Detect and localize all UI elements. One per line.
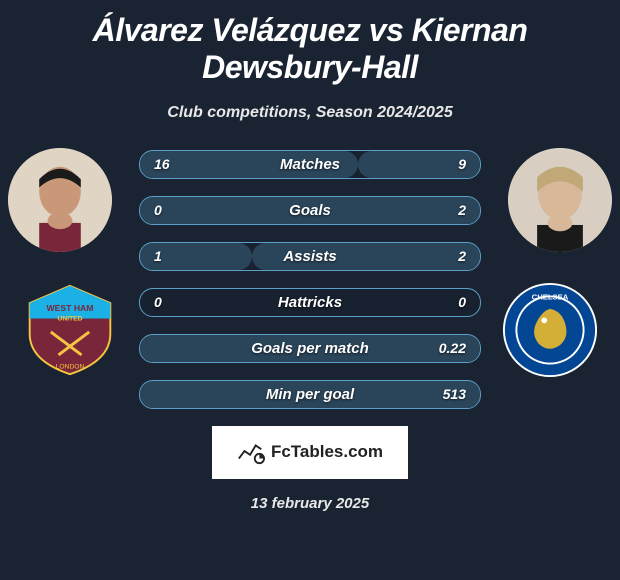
brand-box[interactable]: FcTables.com xyxy=(212,426,408,479)
svg-text:CHELSEA: CHELSEA xyxy=(532,292,569,301)
stat-row: 0 Goals 2 xyxy=(139,196,481,225)
stat-label: Matches xyxy=(140,156,480,173)
svg-text:LONDON: LONDON xyxy=(56,363,85,370)
stat-row: 1 Assists 2 xyxy=(139,242,481,271)
stat-label: Hattricks xyxy=(140,294,480,311)
stat-label: Assists xyxy=(140,248,480,265)
page-title: Álvarez Velázquez vs Kiernan Dewsbury-Ha… xyxy=(0,0,620,86)
svg-text:UNITED: UNITED xyxy=(57,315,82,322)
comparison-panel: WEST HAM UNITED LONDON CHELSEA 16 xyxy=(0,150,620,512)
stat-label: Goals xyxy=(140,202,480,219)
stats-table: 16 Matches 9 0 Goals 2 1 Assists 2 0 Hat… xyxy=(139,150,481,409)
club-badge-chelsea: CHELSEA xyxy=(502,282,598,378)
svg-text:WEST HAM: WEST HAM xyxy=(47,302,94,312)
stat-row: Goals per match 0.22 xyxy=(139,334,481,363)
club-badge-west-ham: WEST HAM UNITED LONDON xyxy=(22,282,118,378)
brand-logo-icon xyxy=(237,438,265,466)
brand-text: FcTables.com xyxy=(271,442,383,462)
date-label: 13 february 2025 xyxy=(10,495,610,512)
stat-label: Min per goal xyxy=(140,386,480,403)
player-photo-left xyxy=(8,148,112,252)
stat-row: Min per goal 513 xyxy=(139,380,481,409)
stat-row: 16 Matches 9 xyxy=(139,150,481,179)
subtitle: Club competitions, Season 2024/2025 xyxy=(0,104,620,122)
stat-label: Goals per match xyxy=(140,340,480,357)
player-photo-right xyxy=(508,148,612,252)
stat-row: 0 Hattricks 0 xyxy=(139,288,481,317)
